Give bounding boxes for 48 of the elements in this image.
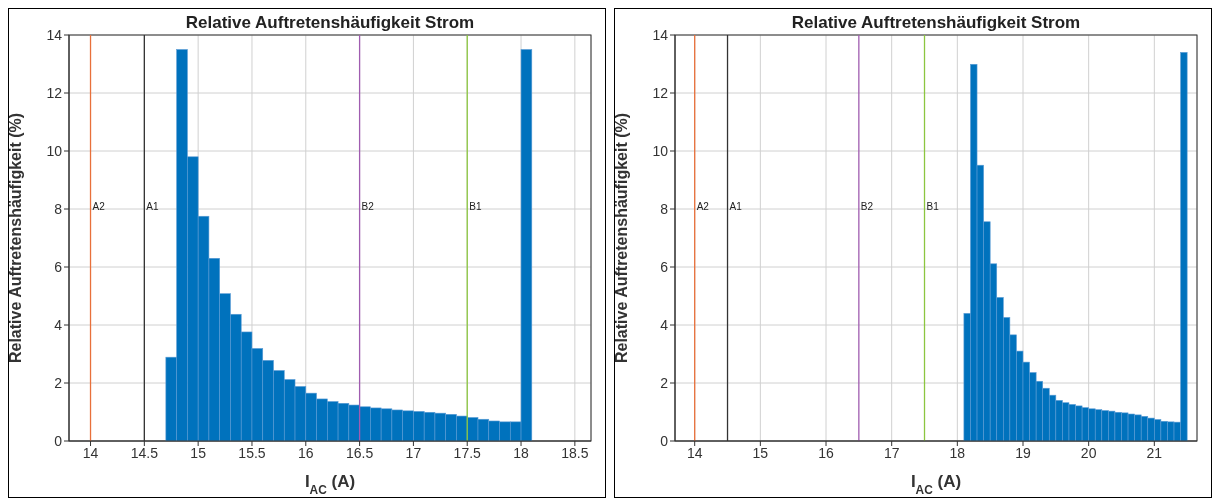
y-tick-label: 6 — [660, 258, 669, 275]
ref-line-label: B1 — [469, 200, 482, 212]
ref-line-label: A1 — [146, 200, 160, 212]
y-tick-label: 8 — [54, 200, 63, 217]
x-tick-label: 16 — [818, 444, 835, 461]
x-tick-label: 16 — [297, 444, 314, 461]
x-tick-label: 21 — [1146, 444, 1163, 461]
y-tick-label: 2 — [660, 374, 669, 391]
ref-line-label: B1 — [926, 200, 940, 212]
x-tick-label: 20 — [1080, 444, 1097, 461]
chart-title: Relative Auftretenshäufigkeit Strom — [184, 13, 476, 33]
y-tick-label: 12 — [46, 84, 63, 101]
x-tick-label: 18 — [949, 444, 966, 461]
ref-line-label: A1 — [729, 200, 743, 212]
y-tick-label: 4 — [54, 316, 63, 333]
y-tick-label: 8 — [660, 200, 669, 217]
x-tick-label: 19 — [1015, 444, 1031, 461]
x-tick-label: 17.5 — [453, 444, 482, 461]
x-axis-title: I$_{AC}$ (A) — [304, 472, 356, 497]
x-tick-label: 15.5 — [238, 444, 266, 461]
chart-title: Relative Auftretenshäufigkeit Strom — [790, 13, 1082, 33]
x-tick-label: 15 — [190, 444, 207, 461]
y-tick-label: 2 — [54, 374, 63, 391]
x-tick-label: 14 — [82, 444, 99, 461]
x-axis-title: I$_{AC}$ (A) — [910, 472, 962, 497]
x-tick-label: 18 — [513, 444, 530, 461]
x-tick-label: 14 — [686, 444, 703, 461]
y-tick-label: 10 — [652, 142, 669, 159]
x-tick-label: 18.5 — [561, 444, 589, 461]
ref-line-label: A2 — [696, 200, 710, 212]
y-axis-title: Relative Auftretenshäufigkeit (%) — [613, 112, 630, 364]
x-tick-label: 14.5 — [130, 444, 159, 461]
y-tick-label: 14 — [46, 26, 63, 43]
y-tick-label: 0 — [54, 432, 63, 449]
x-tick-label: 16.5 — [345, 444, 374, 461]
y-tick-label: 6 — [54, 258, 63, 275]
x-tick-label: 17 — [405, 444, 422, 461]
x-tick-label: 15 — [752, 444, 769, 461]
ref-line-label: A2 — [92, 200, 106, 212]
ref-line-label: B2 — [860, 200, 874, 212]
ref-line-label: B2 — [361, 200, 375, 212]
y-tick-label: 14 — [652, 26, 669, 43]
y-axis-title: Relative Auftretenshäufigkeit (%) — [7, 112, 24, 364]
y-tick-label: 0 — [660, 432, 669, 449]
x-tick-label: 17 — [883, 444, 900, 461]
y-tick-label: 4 — [660, 316, 669, 333]
y-tick-label: 10 — [46, 142, 63, 159]
y-tick-label: 12 — [652, 84, 669, 101]
